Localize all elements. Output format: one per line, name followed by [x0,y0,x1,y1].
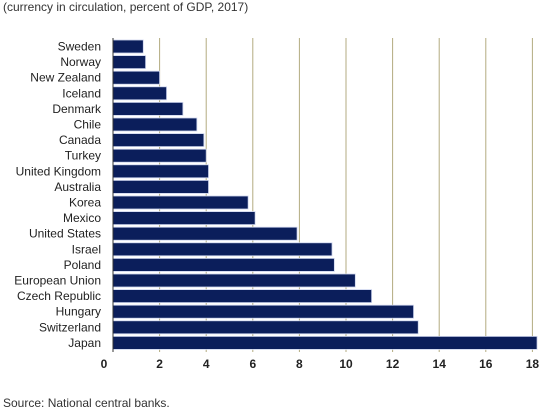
category-label: Japan [68,336,101,350]
tick-label-10: 10 [339,357,353,371]
category-label: United Kingdom [16,164,101,178]
bar-denmark [112,102,184,116]
tick-label-16: 16 [479,357,493,371]
tick-label-2: 2 [156,357,163,371]
bar-czech-republic [112,289,373,304]
category-label: New Zealand [30,71,101,85]
category-label: Canada [59,133,101,147]
bar-hungary [112,304,414,319]
bar-switzerland [112,320,419,335]
category-label: Israel [72,242,101,256]
category-label: Hungary [56,305,101,319]
category-label: Korea [69,196,101,210]
chart-subtitle: (currency in circulation, percent of GDP… [3,0,249,14]
bar-canada [112,133,205,148]
bar-norway [112,55,147,69]
tick-label-6: 6 [249,357,256,371]
bar-poland [112,257,335,272]
category-label: Poland [64,258,101,272]
tick-labels: 0 2 4 6 8 10 12 14 16 18 [101,357,540,371]
bar-mexico [112,211,256,226]
category-label: Denmark [52,102,102,116]
tick-label-8: 8 [296,357,303,371]
bar-united-states [112,226,298,241]
tick-label-4: 4 [203,357,210,371]
category-label: Turkey [65,149,101,163]
bar-united-kingdom [112,164,209,179]
tick-label-18: 18 [526,357,540,371]
bar-japan [112,335,538,350]
category-label: Czech Republic [17,289,101,303]
source-note: Source: National central banks. [3,396,170,410]
bar-european-union [112,273,356,288]
category-label: Chile [74,118,102,132]
bar-turkey [112,148,207,163]
category-label: United States [29,227,101,241]
bar-israel [112,242,333,257]
tick-label-12: 12 [386,357,400,371]
bar-chile [112,117,198,132]
tick-label-14: 14 [433,357,447,371]
category-label: European Union [14,274,101,288]
category-label: Sweden [58,40,101,54]
category-label: Mexico [63,211,101,225]
tick-label-0: 0 [101,357,108,371]
category-label: Australia [54,180,101,194]
bar-korea [112,195,249,210]
bars [112,39,538,350]
bar-australia [112,179,209,194]
category-label: Iceland [62,86,101,100]
bar-iceland [112,86,167,101]
bar-sweden [112,39,144,54]
bar-new-zealand [112,70,160,85]
category-label: Switzerland [39,320,101,334]
category-label: Norway [60,55,101,69]
